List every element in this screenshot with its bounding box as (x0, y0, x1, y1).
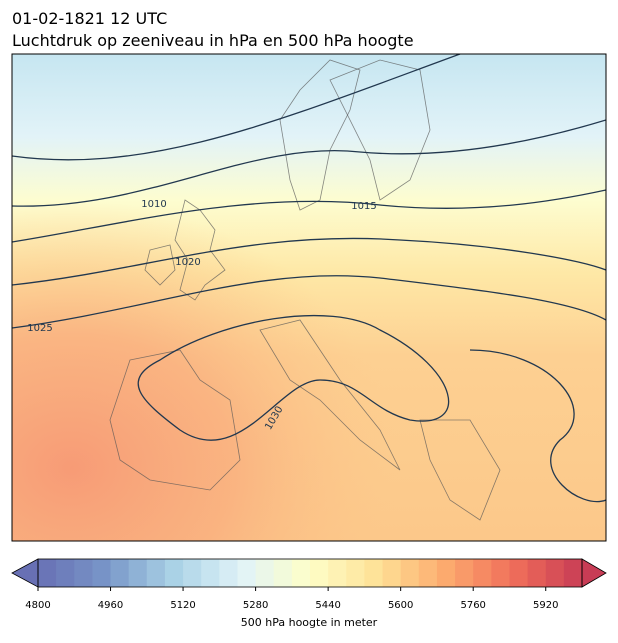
colorbar-segment (255, 559, 275, 587)
contour-label: 1025 (27, 323, 52, 334)
colorbar-segment (273, 559, 293, 587)
map: 1010 1015 1020 1025 1030 (12, 54, 606, 541)
colorbar: 4800 4960 5120 5280 5440 5600 5760 5920 (11, 558, 607, 611)
colorbar-extend-high (581, 558, 607, 588)
colorbar-segment (183, 559, 202, 587)
colorbar-segment (291, 559, 311, 587)
colorbar-tick-label: 5120 (170, 600, 195, 611)
colorbar-label: 500 hPa hoogte in meter (241, 616, 378, 629)
colorbar-tick-label: 5760 (460, 600, 485, 611)
colorbar-segment (110, 559, 130, 587)
colorbar-extend-low (11, 558, 39, 588)
colorbar-segment (328, 559, 347, 587)
colorbar-frame (37, 558, 583, 588)
colorbar-segment (563, 559, 583, 587)
contour-label: 1020 (175, 257, 200, 268)
colorbar-segment (201, 559, 220, 587)
colorbar-segment (128, 559, 148, 587)
colorbar-segment (219, 559, 238, 587)
colorbar-tick-label: 4800 (25, 600, 50, 611)
colorbar-segment (364, 559, 384, 587)
colorbar-tick-label: 4960 (98, 600, 123, 611)
colorbar-segment (509, 559, 529, 587)
colorbar-segment (92, 559, 112, 587)
colorbar-segment (473, 559, 492, 587)
colorbar-tick-label: 5600 (388, 600, 413, 611)
colorbar-segment (237, 559, 257, 587)
contour-label: 1010 (141, 199, 166, 210)
colorbar-segment (164, 559, 184, 587)
title-line1: 01-02-1821 12 UTC (12, 9, 167, 28)
colorbar-segment (400, 559, 420, 587)
colorbar-segment (382, 559, 402, 587)
title-line2: Luchtdruk op zeeniveau in hPa en 500 hPa… (12, 31, 414, 50)
colorbar-segment (545, 559, 565, 587)
colorbar-segment (146, 559, 166, 587)
contour-label: 1015 (351, 201, 376, 212)
colorbar-segment (455, 559, 474, 587)
map-frame (11, 53, 607, 542)
colorbar-tick-label: 5440 (315, 600, 340, 611)
colorbar-segment (527, 559, 547, 587)
colorbar-segment (310, 559, 329, 587)
colorbar-segment (74, 559, 93, 587)
colorbar-segment (491, 559, 510, 587)
colorbar-tick-label: 5280 (243, 600, 268, 611)
colorbar-segment (418, 559, 438, 587)
colorbar-segment (436, 559, 456, 587)
colorbar-tick-label: 5920 (533, 600, 558, 611)
colorbar-segment (56, 559, 75, 587)
colorbar-segment (38, 559, 57, 587)
colorbar-segment (346, 559, 365, 587)
